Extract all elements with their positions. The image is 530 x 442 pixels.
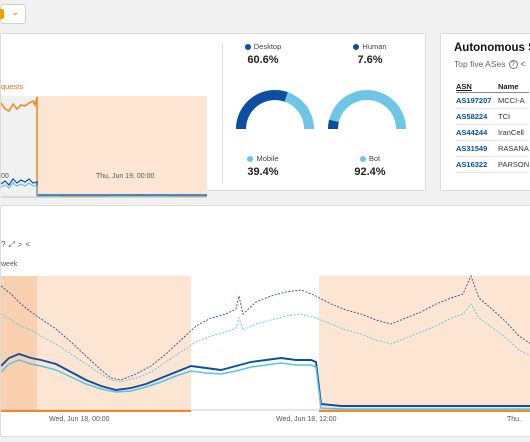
table-row: AS31549 RASANA [456, 140, 530, 157]
card-subtitle: Top five ASes ? < [454, 59, 526, 69]
gauge-desktop-arc [236, 90, 288, 130]
as-name: PARSON [498, 156, 530, 173]
traffic-chart [1, 274, 530, 412]
traffic-x-tick: Wed, Jun 18, 00:00 [49, 416, 110, 423]
range-indicator [0, 9, 4, 19]
series-dark-blue [1, 352, 530, 407]
gauge-desktop-mobile [236, 90, 314, 130]
as-name: RASANA [498, 140, 530, 157]
series-dashed-dark [1, 274, 530, 381]
metric-label: Mobile [256, 154, 279, 163]
traffic-x-tick: Wed, Jun 18, 12:00 [276, 416, 337, 423]
gauge-human-arc [327, 119, 339, 130]
table-row: AS197207 MCCI-A [456, 92, 530, 109]
metric-label: Bot [368, 154, 381, 163]
legend-dot-icon [244, 43, 251, 50]
highlight-range [37, 96, 207, 198]
share-icon[interactable]: < [520, 59, 526, 69]
chart-toolbar: ? ⤢ ⌕ < [1, 240, 30, 250]
table-row: AS16322 PARSON [456, 156, 530, 173]
metric-value: 92.4% [354, 166, 386, 178]
as-table: ASN Name AS197207 MCCI-A AS58224 TCI AS442… [456, 81, 530, 173]
as-name: IranCell [498, 124, 530, 141]
drag-icon[interactable]: ⤢ [8, 240, 15, 249]
series-dark-blue [1, 178, 207, 196]
autonomous-systems-card: Autonomous S Top five ASes ? < ASN Name … [440, 33, 530, 191]
table-row: AS44244 IranCell [456, 124, 530, 141]
traffic-trends-card: ? ⤢ ⌕ < week Wed, Jun 18, 00:00 Wed, Jun… [0, 205, 530, 437]
share-icon[interactable]: < [25, 240, 31, 249]
zoom-icon[interactable]: ⌕ [17, 240, 23, 249]
highlight-range-dark [1, 276, 37, 412]
as-name: TCI [498, 108, 530, 125]
gauges [236, 90, 406, 130]
column-header-name[interactable]: Name [498, 81, 530, 93]
legend-dot-icon [353, 43, 360, 50]
card-title: Autonomous S [454, 42, 530, 54]
divider [222, 42, 223, 184]
metric-value: 7.6% [357, 54, 383, 66]
metric-label: Human [362, 42, 387, 51]
gauge-bot-arc [328, 90, 406, 130]
requests-x-tick: Thu, Jun 19, 00:00 [96, 173, 155, 180]
asn-link[interactable]: AS16322 [456, 156, 498, 173]
highlight-range [319, 276, 530, 412]
requests-chart-label: quests [1, 82, 24, 91]
requests-x-tick: 00 [1, 173, 9, 180]
asn-link[interactable]: AS58224 [456, 108, 498, 125]
metric-mobile: Mobile 39.4% [223, 154, 303, 178]
metric-desktop: Desktop 60.6% [223, 42, 303, 66]
series-dashed-light [1, 303, 530, 383]
asn-link[interactable]: AS197207 [456, 92, 498, 109]
asn-link[interactable]: AS44244 [456, 124, 498, 141]
table-row: AS58224 TCI [456, 108, 530, 125]
asn-link[interactable]: AS31549 [456, 140, 498, 157]
traffic-x-tick: Thu, [507, 416, 522, 423]
metric-human: Human 7.6% [330, 42, 410, 66]
metric-value: 39.4% [247, 166, 279, 178]
metric-value: 60.6% [247, 54, 279, 66]
column-header-asn[interactable]: ASN [456, 81, 498, 93]
help-icon[interactable]: ? [508, 59, 518, 69]
series-label: week [1, 261, 18, 268]
metric-label: Desktop [253, 42, 282, 51]
chevron-down-icon: ⌄ [11, 7, 20, 18]
help-icon[interactable]: ? [1, 240, 6, 249]
series-light-blue [1, 182, 207, 197]
time-range-dropdown[interactable]: ⌄ [0, 4, 26, 24]
subtitle-text: Top five ASes [454, 59, 506, 69]
legend-dot-icon [247, 155, 254, 162]
legend-dot-icon [359, 155, 366, 162]
series-light-blue [1, 359, 530, 410]
metric-bot: Bot 92.4% [330, 154, 410, 178]
traffic-summary-card: quests 00 Thu, Jun 19, 00:00 Desktop 60.… [0, 33, 426, 198]
requests-chart [1, 96, 207, 198]
as-name: MCCI-A [498, 92, 530, 109]
gauge-human-bot [327, 90, 406, 130]
